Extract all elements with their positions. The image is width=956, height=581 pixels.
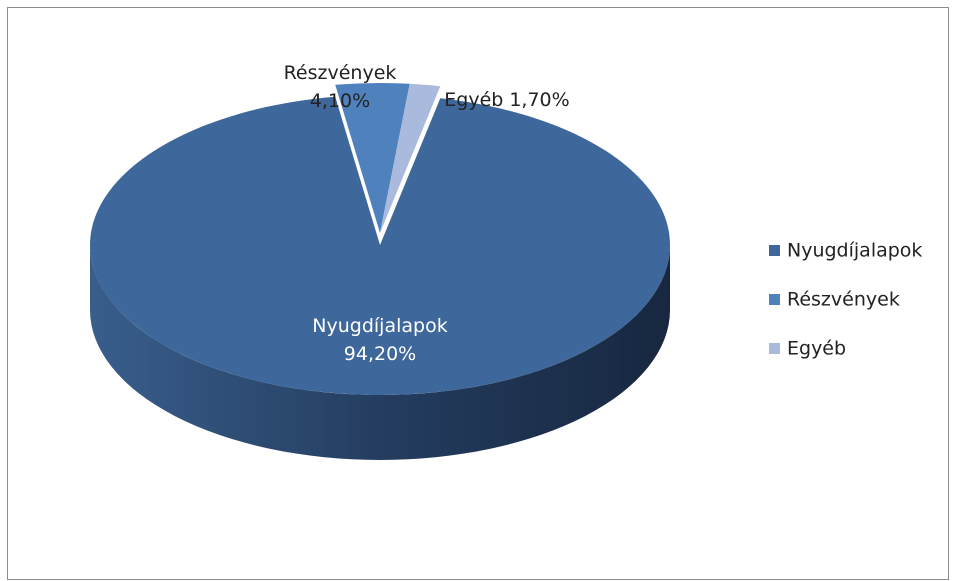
data-label: Részvények 4,10% [284, 62, 397, 112]
data-label-value: 94,20% [344, 343, 416, 365]
data-label-value: 4,10% [310, 90, 370, 112]
legend-label: Egyéb [787, 338, 846, 360]
data-label: Egyéb 1,70% [444, 89, 569, 111]
legend-label: Részvények [787, 289, 900, 311]
legend-swatch [769, 245, 780, 256]
slice [380, 83, 441, 233]
slice [335, 83, 410, 233]
legend-swatch [769, 294, 780, 305]
slice [89, 96, 670, 396]
data-label-name: Egyéb [444, 89, 503, 111]
data-label-value: 1,70% [509, 89, 569, 111]
legend-label: Nyugdíjalapok [787, 240, 922, 262]
data-label: Nyugdíjalapok 94,20% [312, 315, 447, 365]
data-label-name: Nyugdíjalapok [312, 315, 447, 337]
data-label-name: Részvények [284, 62, 397, 84]
slice-side [90, 245, 670, 460]
legend-swatch [769, 343, 780, 354]
